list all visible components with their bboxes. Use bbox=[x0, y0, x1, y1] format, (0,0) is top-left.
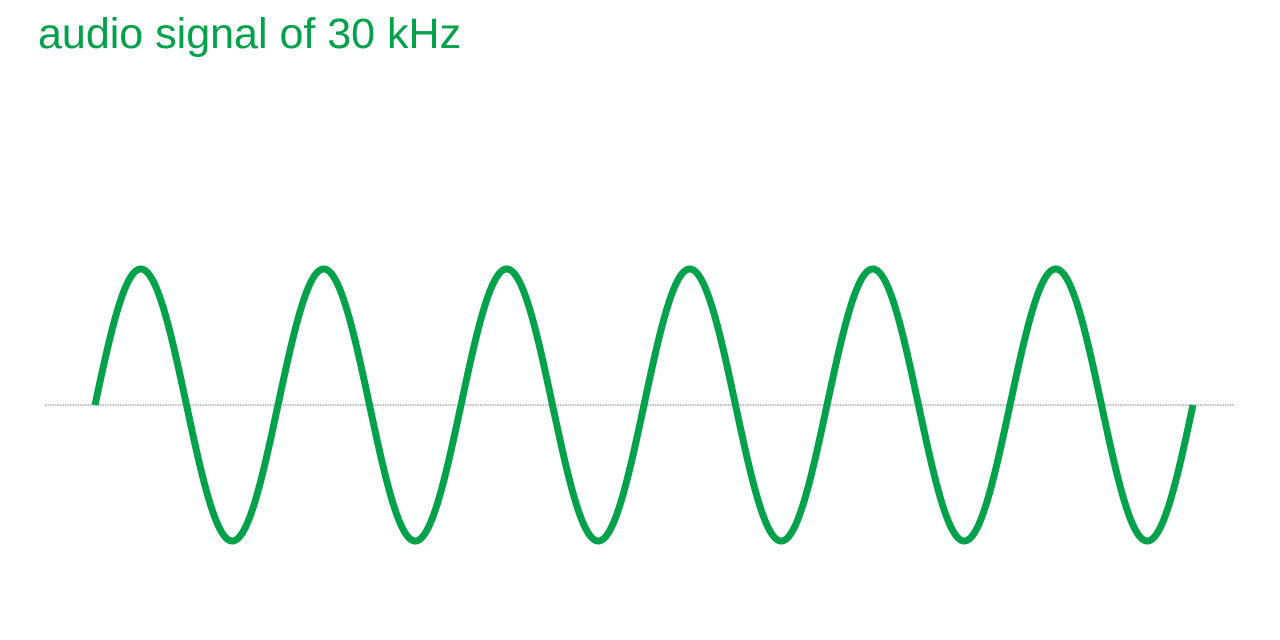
sine-wave-path bbox=[91, 265, 1197, 545]
page-title: audio signal of 30 kHz bbox=[38, 10, 462, 58]
